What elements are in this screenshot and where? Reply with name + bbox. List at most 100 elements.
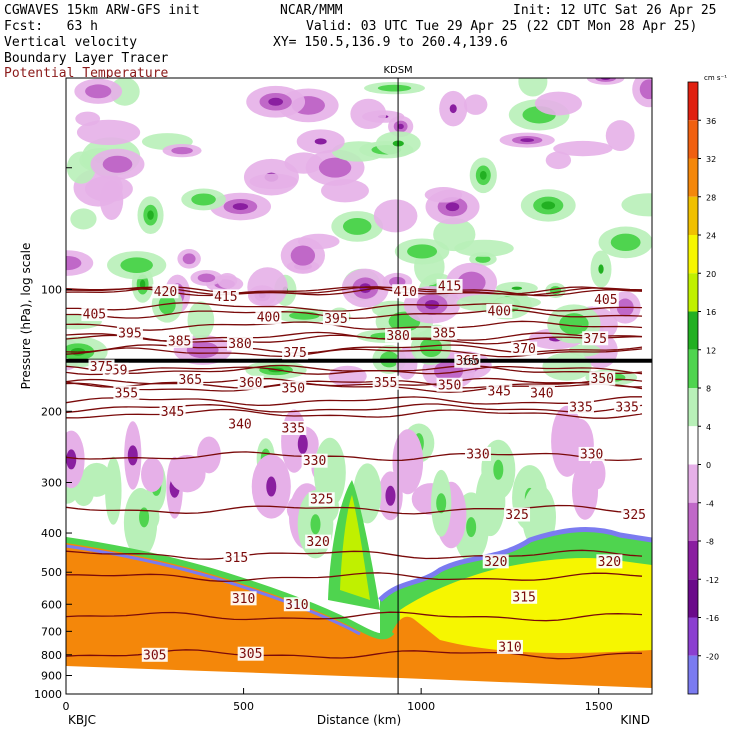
contour-label: 315 (225, 551, 248, 566)
terrain-edge-green (66, 537, 395, 640)
vertical-velocity-peak (268, 97, 284, 106)
contour-label-bg (582, 331, 609, 346)
contour-label-bg (223, 550, 250, 565)
vertical-velocity-cell (392, 429, 424, 495)
contour-label: 415 (438, 279, 461, 294)
contour-label-bg (614, 399, 641, 414)
theta-contour-line (66, 347, 643, 358)
vertical-velocity-cell (249, 173, 298, 190)
vertical-velocity-core (182, 253, 196, 265)
contour-label: 315 (512, 590, 535, 605)
colorbar-units: cm s⁻¹ (704, 74, 727, 82)
contour-label: 420 (154, 285, 177, 300)
contour-label-bg (141, 647, 168, 662)
vertical-velocity-cell (73, 477, 95, 507)
vertical-velocity-core (436, 493, 447, 514)
contour-label: 365 (179, 373, 202, 388)
vertical-velocity-core (85, 84, 112, 99)
contour-label-bg (496, 639, 523, 654)
station-marker-label: KDSM (383, 65, 412, 76)
vertical-velocity-core (318, 157, 352, 178)
contour-label-bg (392, 284, 419, 299)
contour-label: 325 (310, 493, 333, 508)
theta-contour-line (66, 331, 643, 342)
contour-label-bg (385, 328, 412, 343)
contour-label: 320 (598, 555, 621, 570)
contour-label-bg (322, 311, 349, 326)
contour-label-bg (81, 307, 108, 322)
contour-label-bg (230, 591, 257, 606)
contour-label: 375 (583, 332, 606, 347)
vertical-velocity-cell (328, 365, 367, 387)
theta-contour-line (66, 549, 643, 560)
contour-label: 335 (615, 400, 638, 415)
y-tick-label: 800 (41, 649, 62, 662)
y-tick-label: 700 (41, 625, 62, 638)
contour-label: 310 (498, 640, 521, 655)
organization: NCAR/MMM (280, 3, 343, 18)
y-axis-label: Pressure (hPa), log scale (19, 243, 33, 390)
valid-time: Valid: 03 UTC Tue 29 Apr 25 (22 CDT Mon … (306, 19, 698, 34)
contour-label: 325 (505, 508, 528, 523)
y-tick-label: 600 (41, 598, 62, 611)
contour-label-bg (528, 385, 555, 400)
contour-label-bg (282, 345, 309, 360)
plot-frame (65, 77, 653, 695)
contour-label-bg (237, 375, 264, 390)
vertical-velocity-core (419, 337, 443, 358)
contour-label: 375 (283, 346, 306, 361)
vertical-velocity-peak (511, 286, 523, 290)
vertical-velocity-core (466, 517, 477, 538)
field-vertical-velocity: Vertical velocity (4, 35, 138, 50)
contour-label: 385 (432, 326, 455, 341)
contour-label: 350 (282, 381, 305, 396)
theta-contour-line (66, 364, 643, 375)
vertical-velocity-peak (479, 170, 487, 180)
vertical-velocity-core (639, 79, 652, 100)
contour-label-bg (88, 359, 115, 374)
vertical-velocity-cell (534, 91, 582, 116)
colorbar-swatch (688, 311, 698, 350)
vertical-velocity-core (171, 146, 193, 155)
contour-label: 340 (530, 386, 553, 401)
contour-label-bg (436, 377, 463, 392)
vertical-velocity-core (139, 507, 150, 528)
colorbar-label: 28 (706, 193, 716, 202)
contour-label-bg (578, 446, 605, 461)
vertical-velocity-core (457, 271, 486, 294)
contour-label: 350 (438, 378, 461, 393)
cross-section-coords: XY= 150.5,136.9 to 260.4,139.6 (273, 35, 508, 50)
contour-label: 405 (83, 308, 106, 323)
vertical-velocity-core (297, 434, 308, 455)
theta-contour-line (66, 451, 643, 462)
colorbar-swatch (688, 617, 698, 656)
theta-contour-line (66, 572, 643, 582)
vertical-velocity-cell (424, 187, 463, 203)
contour-label-bg (592, 292, 619, 307)
contour-label: 310 (232, 592, 255, 607)
contour-label-bg (301, 453, 328, 468)
vertical-velocity-peak (541, 201, 556, 210)
contour-label-bg (504, 507, 531, 522)
contour-label-bg (227, 336, 254, 351)
contour-label: 335 (282, 422, 305, 437)
colorbar-label: 12 (706, 346, 716, 355)
y-tick-label: 300 (41, 476, 62, 489)
contour-label: 305 (239, 647, 262, 662)
vertical-velocity-cell (588, 457, 606, 490)
colorbar-label: -4 (706, 499, 714, 508)
vertical-velocity-peak (147, 210, 154, 220)
vertical-velocity-core (290, 245, 316, 266)
contour-label: 355 (115, 386, 138, 401)
colorbar-swatch (688, 196, 698, 235)
contour-label: 365 (456, 354, 479, 369)
contour-label-bg (212, 289, 239, 304)
contour-label: 400 (257, 311, 280, 326)
y-tick-label: 900 (41, 669, 62, 682)
contour-label-bg (511, 341, 538, 356)
colorbar-swatch (688, 82, 698, 121)
contour-label-bg (159, 404, 186, 419)
contour-label: 405 (594, 293, 617, 308)
y-tick-label: 400 (41, 527, 62, 540)
contour-label: 370 (512, 342, 535, 357)
